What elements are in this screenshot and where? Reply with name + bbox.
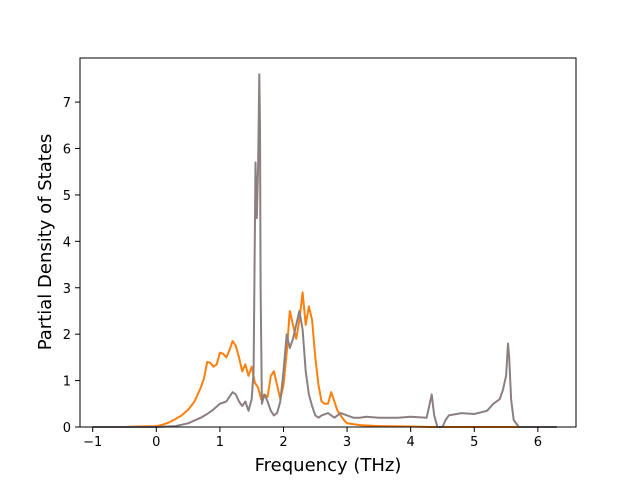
x-tick-label: −1 [83, 435, 102, 450]
series-line-2 [92, 73, 557, 428]
x-axis: −1 0 1 2 3 4 5 6 [83, 427, 542, 450]
x-axis-title: Frequency (THz) [255, 455, 402, 476]
y-tick-label: 7 [63, 96, 71, 111]
y-axis: 0 1 2 3 4 5 6 7 [63, 96, 80, 436]
y-axis-title: Partial Density of States [35, 134, 56, 351]
y-tick-label: 2 [63, 328, 71, 343]
x-tick-label: 4 [407, 435, 415, 450]
x-tick-label: 1 [216, 435, 224, 450]
y-tick-label: 6 [63, 143, 71, 158]
y-tick-label: 5 [63, 189, 71, 204]
x-tick-label: 5 [470, 435, 478, 450]
series-line-1 [92, 291, 519, 428]
x-tick-label: 6 [534, 435, 542, 450]
plot-lines [92, 73, 557, 428]
x-tick-label: 3 [343, 435, 351, 450]
plot-frame [79, 57, 577, 428]
y-tick-label: 0 [63, 421, 71, 436]
y-tick-label: 1 [63, 375, 71, 390]
x-tick-label: 0 [152, 435, 160, 450]
x-tick-label: 2 [279, 435, 287, 450]
y-tick-label: 3 [63, 282, 71, 297]
y-tick-label: 4 [63, 235, 71, 250]
